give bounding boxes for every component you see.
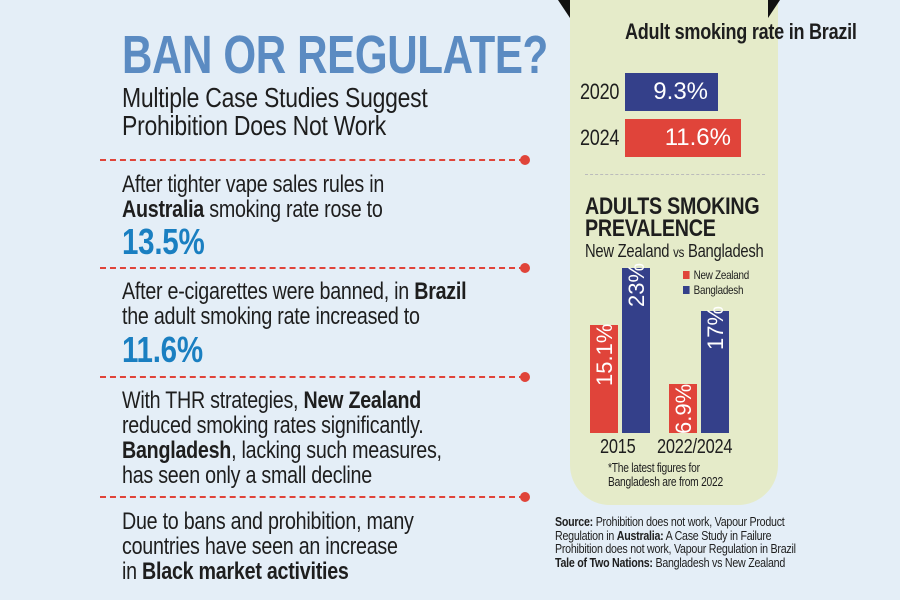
- brazil-bar-2020: 9.3%: [625, 73, 718, 111]
- bar-bangladesh-2015: [622, 268, 650, 433]
- subtitle-line: Multiple Case Studies Suggest: [122, 82, 428, 113]
- bar-value-label: 11.6%: [664, 124, 731, 151]
- bar-value-label: 23%: [624, 262, 649, 307]
- brazil-year-label: 2020: [580, 79, 620, 104]
- point-2-text: After e-cigarettes were banned, in Brazi…: [122, 278, 467, 330]
- footnote: *The latest figures for Bangladesh are fr…: [608, 461, 723, 489]
- bar-bangladesh-2022-2024: [701, 311, 729, 433]
- bar-new-zealand-2015: [590, 324, 618, 433]
- point-3-text: With THR strategies, New Zealand reduced …: [122, 387, 442, 489]
- point-4-text: Due to bans and prohibition, many countri…: [122, 508, 414, 585]
- bar-value-label: 17%: [703, 305, 728, 351]
- page-title: BAN OR REGULATE?: [122, 25, 548, 85]
- source-note: Source: Prohibition does not work, Vapou…: [555, 514, 796, 570]
- x-tick-label: 2015: [600, 436, 636, 458]
- divider: [100, 372, 530, 382]
- legend: New Zealand Bangladesh: [683, 268, 749, 298]
- bar-value-label: 15.1%: [592, 323, 617, 386]
- brazil-chart-title: Adult smoking rate in Brazil: [625, 19, 857, 44]
- brazil-bar-2024: 11.6%: [625, 119, 741, 157]
- bar-value-label: 9.3%: [653, 78, 708, 105]
- point-2-value: 11.6%: [122, 329, 203, 370]
- divider: [100, 492, 530, 502]
- legend-item-bangladesh: Bangladesh: [683, 283, 749, 298]
- legend-item-new-zealand: New Zealand: [683, 268, 749, 283]
- prevalence-chart-subtitle: New Zealand vs Bangladesh: [585, 241, 764, 261]
- divider: [100, 155, 530, 165]
- point-1-value: 13.5%: [122, 221, 205, 262]
- divider: [100, 263, 530, 273]
- subtitle-line: Prohibition Does Not Work: [122, 110, 386, 141]
- bar-value-label: 6.9%: [671, 383, 696, 434]
- corner-decoration: [558, 0, 570, 18]
- brazil-year-label: 2024: [580, 125, 620, 150]
- x-tick-label: 2022/2024: [657, 436, 733, 458]
- point-1-text: After tighter vape sales rules in Austral…: [122, 171, 385, 223]
- panel-divider: [585, 174, 765, 175]
- prevalence-chart-title: ADULTS SMOKING PREVALENCE: [585, 193, 760, 242]
- bar-new-zealand-2022-2024: [669, 383, 697, 433]
- corner-decoration: [768, 0, 780, 18]
